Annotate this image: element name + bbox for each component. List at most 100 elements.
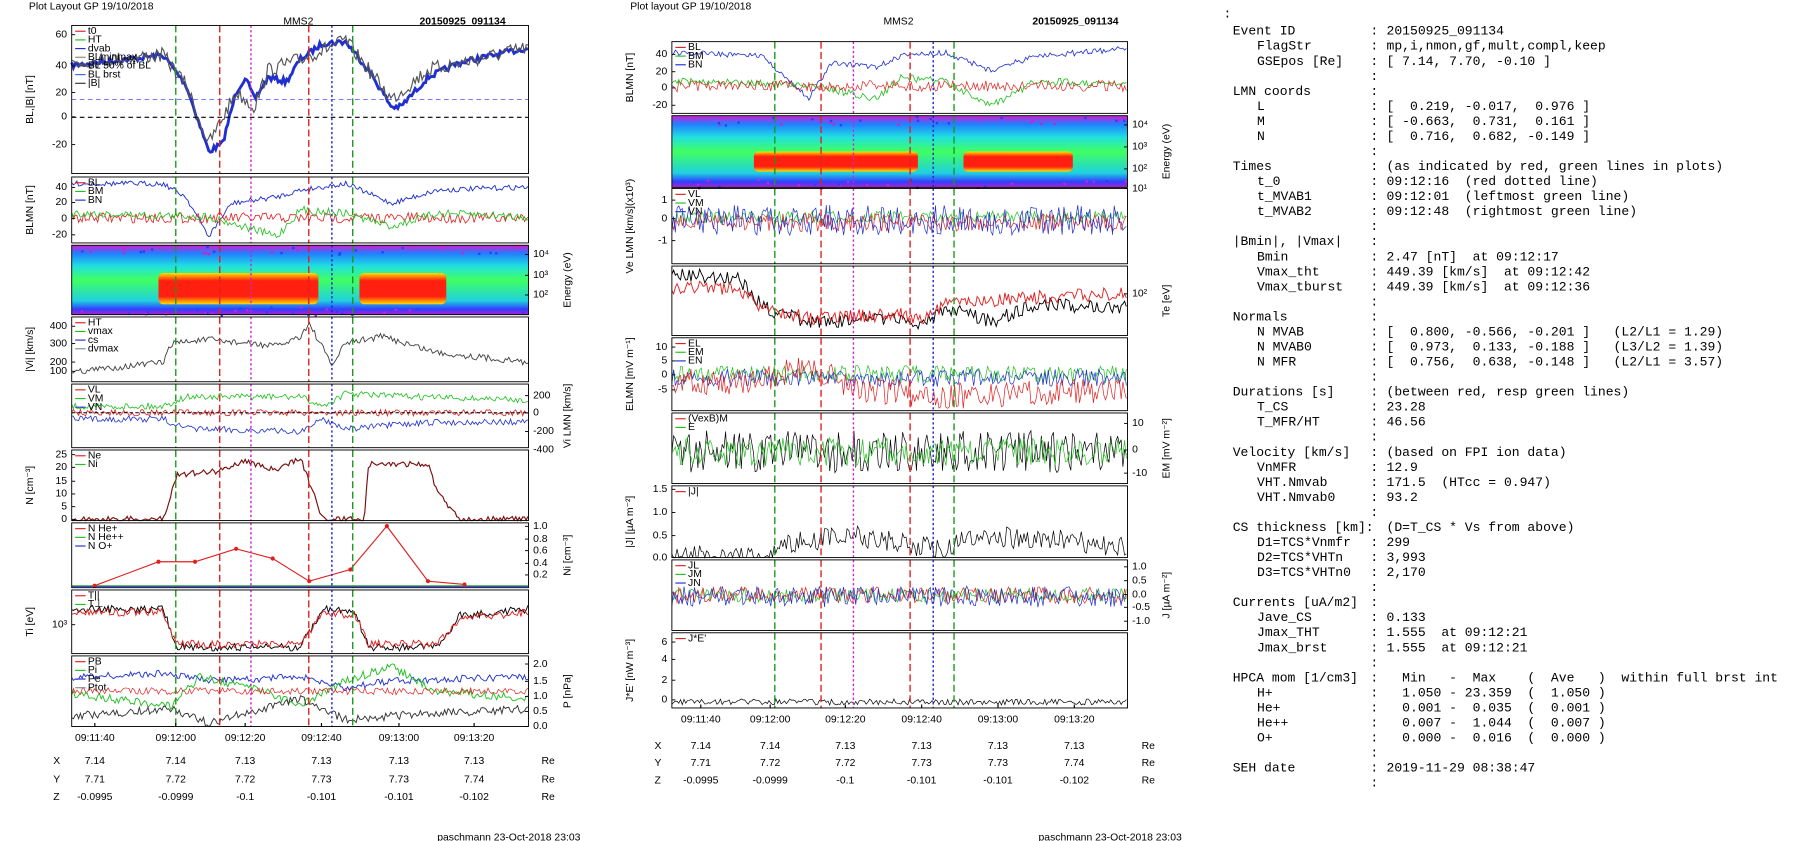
info-value: 12.9 <box>1387 460 1418 475</box>
info-key: Jmax_THT <box>1257 625 1320 640</box>
trace <box>671 436 1127 467</box>
position-cell: -0.101 <box>307 792 337 803</box>
y-tick-label: 300 <box>50 338 68 349</box>
panel-frame <box>71 655 529 727</box>
position-cell: 7.72 <box>835 758 855 769</box>
spectrogram-speckle <box>522 311 525 314</box>
spectrogram-speckle <box>394 308 397 312</box>
y-tick-label: 10³ <box>1132 142 1148 153</box>
legend-label: vmax <box>88 326 114 337</box>
x-tick-label: 09:12:00 <box>750 714 791 725</box>
spectrogram-speckle <box>860 116 863 119</box>
y-axis-label: Ti [eV] <box>25 607 36 637</box>
panel-frame <box>71 589 529 655</box>
info-colon: : <box>1370 475 1378 490</box>
info-value: 449.39 [km/s] at 09:12:36 <box>1387 279 1591 294</box>
spectrogram-speckle <box>335 310 339 313</box>
legend-label: (VexB)M <box>688 414 728 425</box>
legend-label: t0 <box>88 26 97 37</box>
spectrogram-speckle <box>151 248 154 251</box>
position-cell: -0.0995 <box>77 792 112 803</box>
info-value: (D=T_CS * Vs from above) <box>1387 520 1575 535</box>
info-colon: : <box>1370 234 1378 249</box>
info-key: Vmax_tburst <box>1257 279 1343 294</box>
panel-frame <box>671 41 1128 114</box>
info-colon: : <box>1370 445 1378 460</box>
trace <box>71 663 528 711</box>
y-axis-label: ELMN [mV m⁻¹] <box>625 337 636 411</box>
position-cell: Re <box>541 774 555 785</box>
panel-frame <box>671 485 1128 559</box>
legend-label: J*E' <box>688 633 706 644</box>
y-tick-label: 0 <box>661 83 667 94</box>
spectrogram-speckle <box>1063 182 1066 185</box>
info-key: SEH date <box>1233 761 1296 776</box>
spectrogram-speckle <box>837 183 841 186</box>
info-value: [ -0.663, 0.731, 0.161 ] <box>1387 114 1591 129</box>
spectrogram-speckle <box>89 250 93 254</box>
legend-label: JM <box>688 569 702 580</box>
info-colon: : <box>1370 490 1378 505</box>
info-key: D3=TCS*VHTn0 <box>1257 565 1351 580</box>
y-tick-label: -10 <box>1132 468 1147 479</box>
trace-point <box>348 567 353 572</box>
spectrogram-speckle <box>718 185 721 188</box>
spectrogram-speckle <box>929 117 932 121</box>
spectrogram-speckle <box>897 123 900 127</box>
spectrogram-speckle <box>208 252 211 256</box>
spectrogram-speckle <box>383 311 386 314</box>
y-tick-label: -5 <box>658 385 667 396</box>
position-cell: 7.14 <box>760 741 780 752</box>
position-cell: -0.1 <box>836 776 854 787</box>
legend-label: VN <box>88 402 102 413</box>
panel-frame <box>71 449 529 522</box>
y-tick-label: 10² <box>1132 289 1148 300</box>
y-tick-label: -200 <box>533 426 554 437</box>
info-colon: : <box>1370 339 1378 354</box>
legend-label: BL brst <box>88 69 121 80</box>
info-value: (between red, resp green lines) <box>1387 385 1630 400</box>
trace <box>671 585 1127 608</box>
position-cell: 7.14 <box>166 756 186 767</box>
y-tick-label: 25 <box>56 449 68 460</box>
spectrogram-speckle <box>720 116 723 120</box>
position-cell: X <box>53 756 60 767</box>
legend-label: E <box>688 422 695 433</box>
info-colon: : <box>1370 761 1378 776</box>
y-tick-label: 0 <box>61 514 67 525</box>
spectrogram-speckle <box>707 179 710 183</box>
info-value: 46.56 <box>1387 415 1426 430</box>
plot-header: Plot layout GP 19/10/2018 <box>630 2 751 13</box>
y-tick-label: -0.5 <box>1132 602 1150 613</box>
y-tick-label: 40 <box>56 182 68 193</box>
y-tick-label: 10² <box>1132 164 1148 175</box>
spectrogram-speckle <box>846 180 850 184</box>
info-key: LMN coords <box>1233 84 1311 99</box>
spectrogram-speckle <box>495 252 498 255</box>
x-tick-label: 09:12:40 <box>901 714 942 725</box>
info-colon: : <box>1370 309 1378 324</box>
y-tick-label: 10 <box>1132 418 1144 429</box>
position-cell: -0.101 <box>907 776 937 787</box>
y-tick-label: 5 <box>61 501 67 512</box>
info-value: 171.5 (HTcc = 0.947) <box>1387 475 1551 490</box>
trace <box>671 698 1127 706</box>
spectrogram-speckle <box>838 185 842 188</box>
info-key: T_MFR/HT <box>1257 415 1320 430</box>
position-cell: 7.14 <box>691 741 711 752</box>
info-colon: : <box>1370 99 1378 114</box>
spectrogram-speckle <box>291 312 294 315</box>
spectrogram-speckle <box>401 246 404 250</box>
legend-label: T|| <box>88 591 100 602</box>
info-key: Vmax_tht <box>1257 264 1320 279</box>
spectrogram-speckle <box>370 246 373 249</box>
legend-label: dvab <box>88 43 111 54</box>
spectrogram-speckle <box>1115 119 1118 122</box>
spectrogram-speckle <box>341 312 344 315</box>
spectrogram-speckle <box>909 179 913 182</box>
spectrogram-speckle <box>280 251 283 255</box>
spectrogram-speckle <box>935 121 939 125</box>
position-cell: 7.72 <box>235 774 255 785</box>
y-axis-label: J*E' [nW m⁻³] <box>625 639 636 702</box>
info-value: [ 0.716, 0.682, -0.149 ] <box>1387 129 1591 144</box>
